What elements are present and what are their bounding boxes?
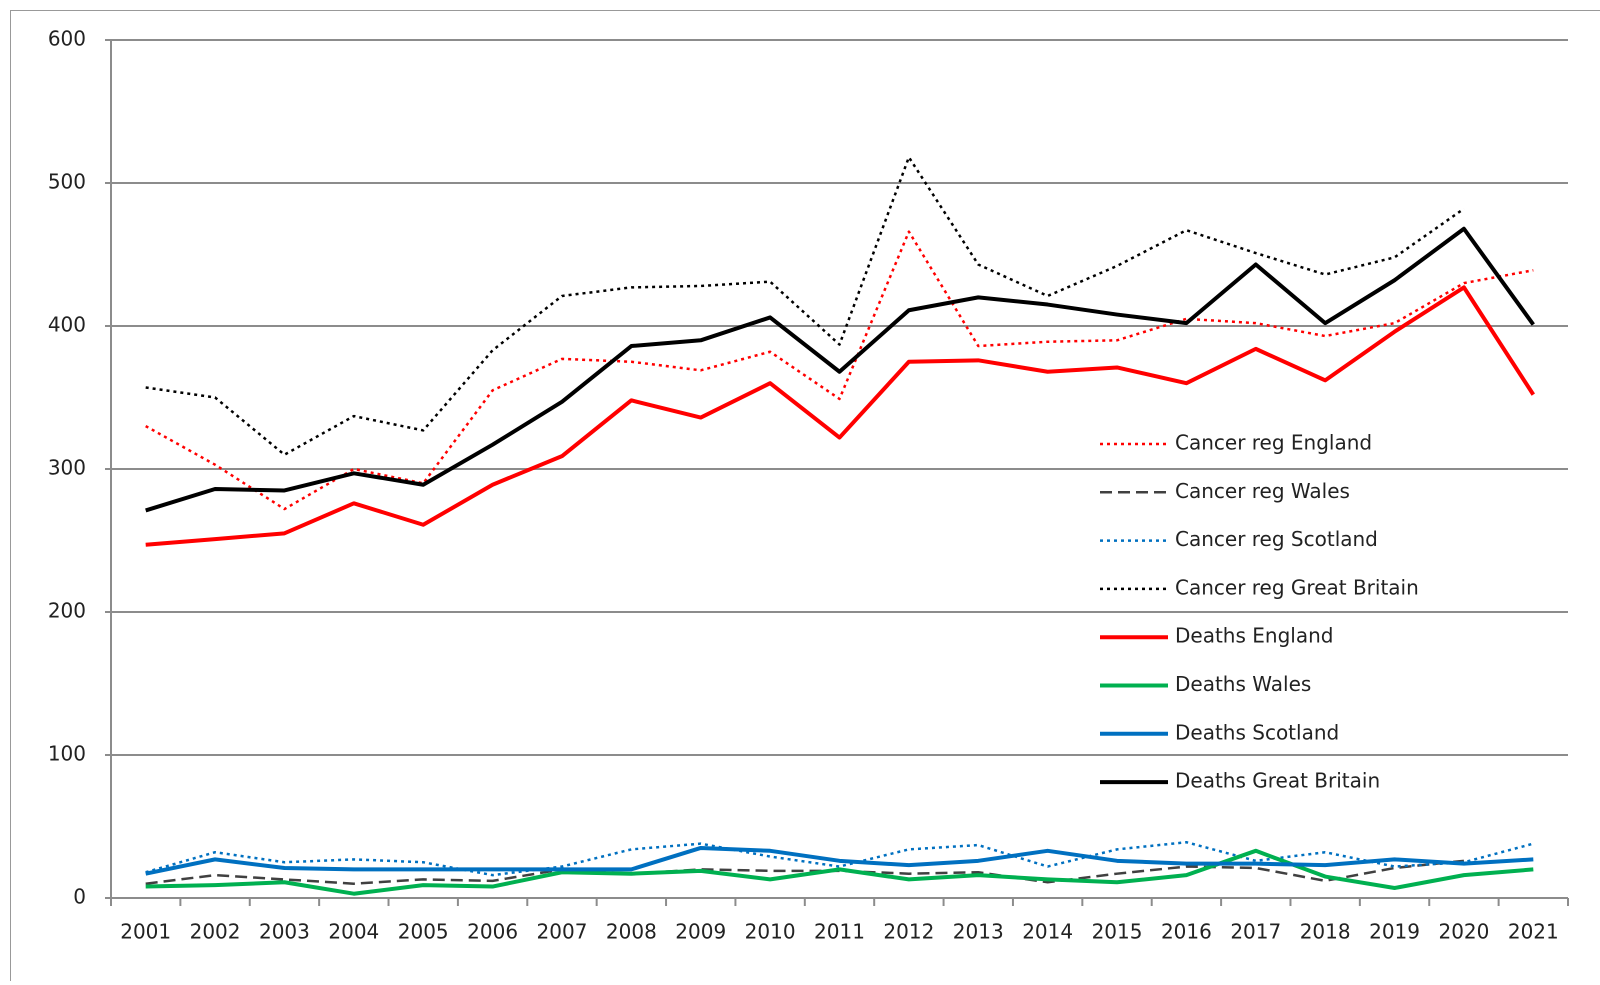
y-tick-label: 300 (48, 456, 86, 480)
x-tick-label: 2007 (537, 920, 588, 944)
x-tick-label: 2013 (953, 920, 1004, 944)
x-tick-label: 2001 (120, 920, 171, 944)
x-tick-label: 2015 (1092, 920, 1143, 944)
chart-frame (11, 11, 1600, 982)
legend-label: Deaths Scotland (1175, 720, 1339, 744)
x-tick-label: 2018 (1300, 920, 1351, 944)
series-line (146, 851, 1534, 894)
x-tick-label: 2020 (1438, 920, 1489, 944)
x-tick-label: 2003 (259, 920, 310, 944)
x-tick-label: 2014 (1022, 920, 1073, 944)
x-tick-label: 2002 (190, 920, 241, 944)
y-tick-label: 0 (73, 885, 86, 909)
x-tick-label: 2016 (1161, 920, 1212, 944)
y-tick-label: 600 (48, 27, 86, 51)
x-tick-label: 2019 (1369, 920, 1420, 944)
legend-label: Cancer reg Wales (1175, 479, 1350, 503)
legend-label: Cancer reg Great Britain (1175, 575, 1419, 599)
legend-label: Deaths Great Britain (1175, 769, 1380, 793)
x-tick-label: 2006 (467, 920, 518, 944)
y-tick-label: 400 (48, 313, 86, 337)
x-tick-label: 2017 (1230, 920, 1281, 944)
legend-label: Cancer reg England (1175, 431, 1372, 455)
x-tick-label: 2010 (745, 920, 796, 944)
x-tick-label: 2008 (606, 920, 657, 944)
x-tick-label: 2011 (814, 920, 865, 944)
legend-label: Cancer reg Scotland (1175, 527, 1378, 551)
legend-label: Deaths Wales (1175, 672, 1311, 696)
x-tick-label: 2021 (1508, 920, 1559, 944)
legend-label: Deaths England (1175, 624, 1333, 648)
x-tick-label: 2005 (398, 920, 449, 944)
x-tick-label: 2004 (328, 920, 379, 944)
y-tick-label: 500 (48, 170, 86, 194)
y-tick-label: 100 (48, 742, 86, 766)
x-tick-label: 2012 (883, 920, 934, 944)
x-tick-label: 2009 (675, 920, 726, 944)
y-tick-label: 200 (48, 599, 86, 623)
